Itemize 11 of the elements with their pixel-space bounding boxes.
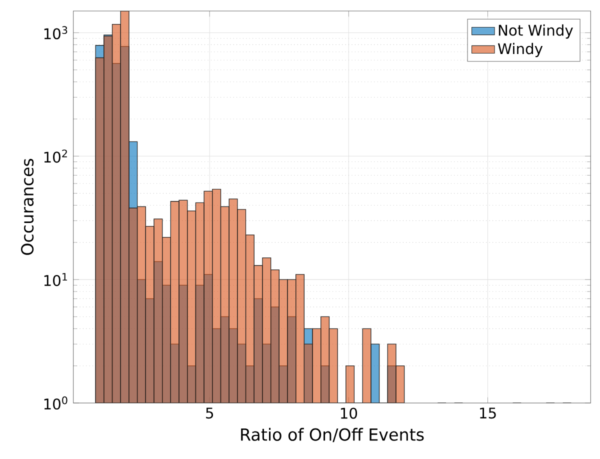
x-axis-title: Ratio of On/Off Events bbox=[241, 428, 424, 442]
y-tick-label: 10$^{2}$ bbox=[44, 150, 67, 163]
x-tick-label: 10 bbox=[340, 408, 358, 419]
x-tick-label: 5 bbox=[206, 408, 214, 419]
x-tick-label: 15 bbox=[480, 408, 496, 419]
y-tick-label: 10$^{1}$ bbox=[44, 273, 68, 286]
y-tick-label: 10$^{0}$ bbox=[44, 396, 68, 410]
y-axis-title: Occurances bbox=[20, 158, 34, 255]
legend-label: Windy bbox=[498, 42, 543, 58]
y-tick-label: 10$^{3}$ bbox=[44, 26, 68, 40]
legend-label: Not Windy bbox=[498, 24, 573, 39]
